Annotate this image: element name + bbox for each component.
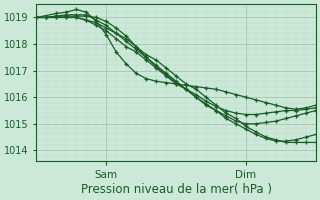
X-axis label: Pression niveau de la mer( hPa ): Pression niveau de la mer( hPa ): [81, 183, 272, 196]
